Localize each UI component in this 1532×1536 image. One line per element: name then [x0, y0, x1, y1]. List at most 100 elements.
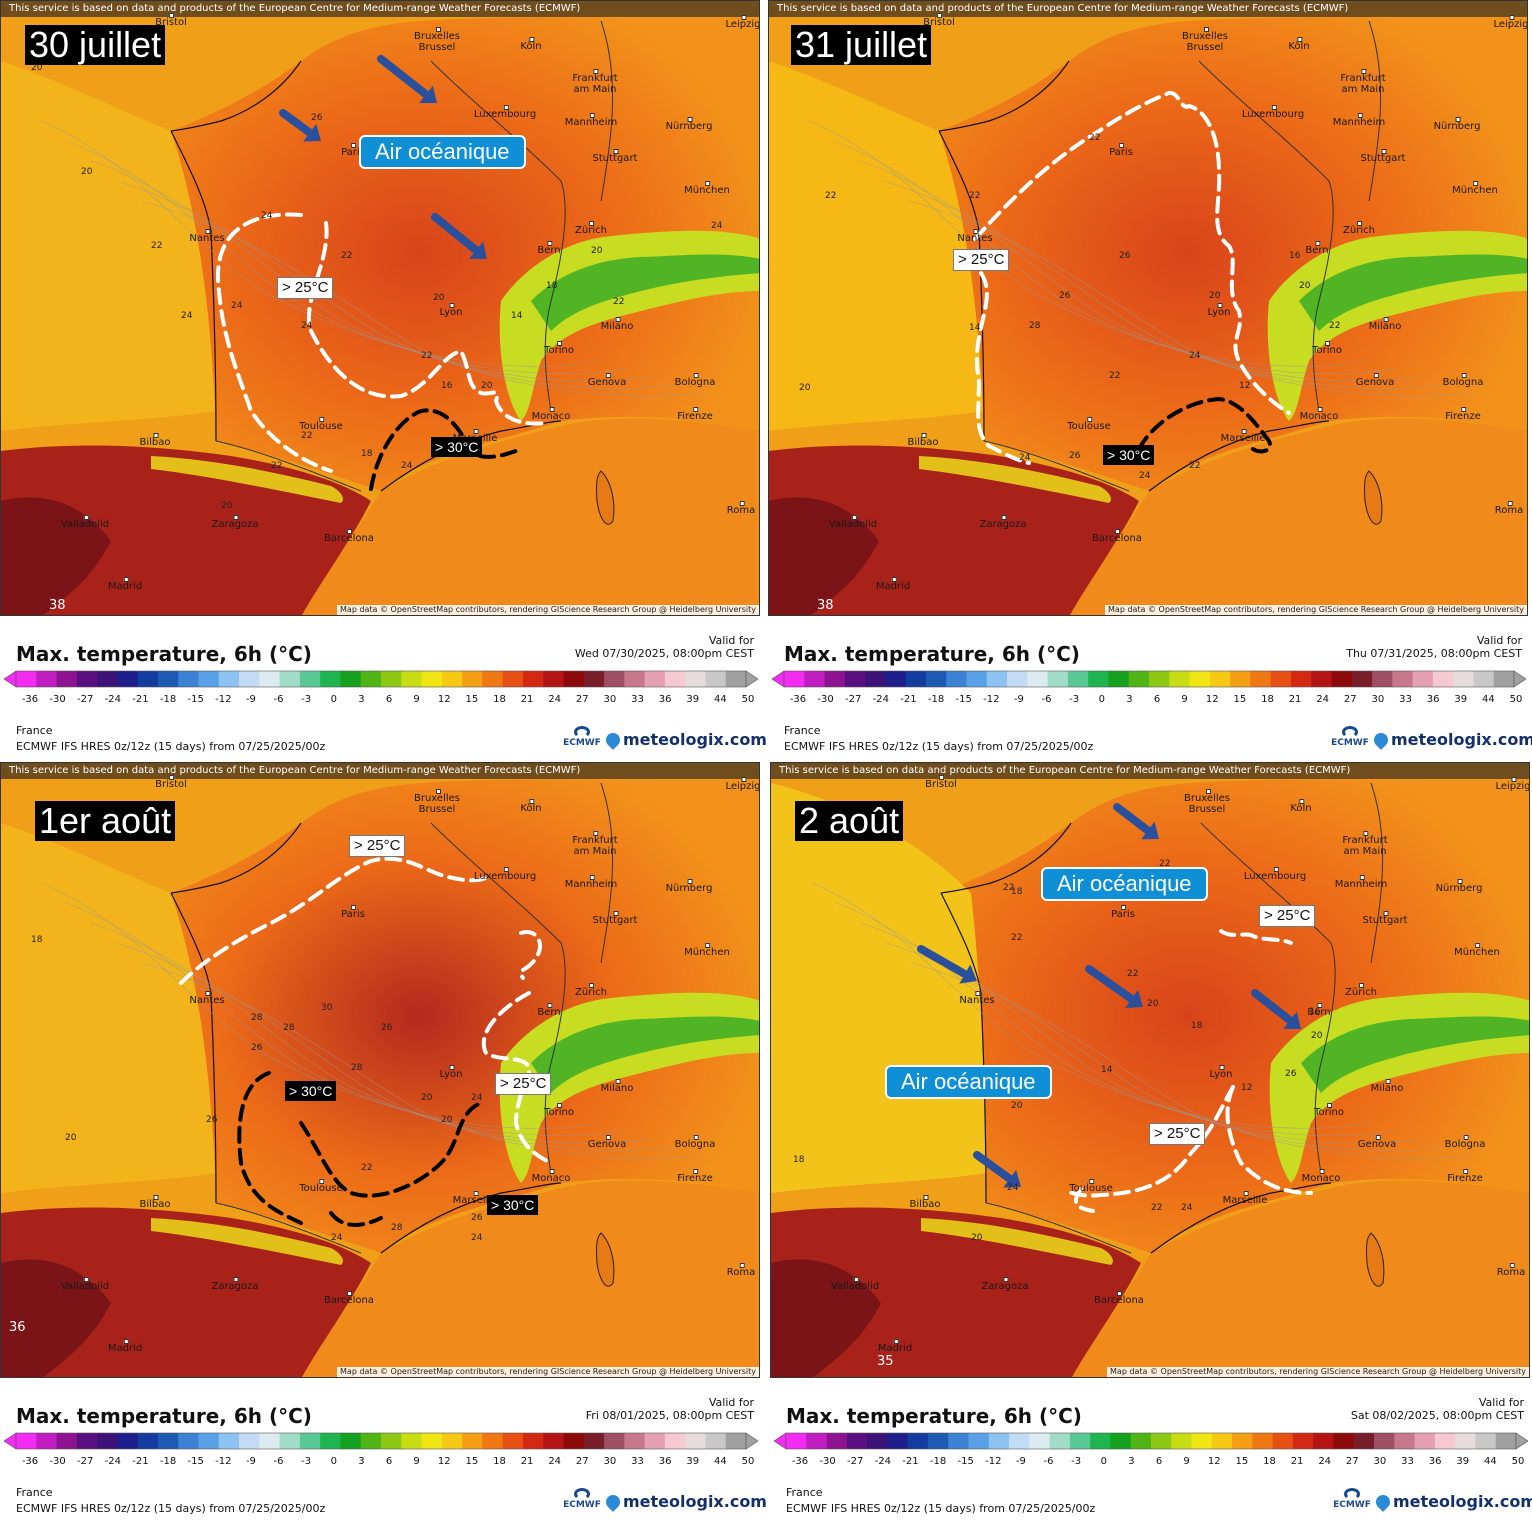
city-monaco: Monaco [531, 407, 571, 422]
map-panel-jul30: This service is based on data and produc… [0, 0, 767, 762]
temperature-value: 20 [1209, 291, 1221, 301]
ecmwf-logo: ECMWF [1330, 726, 1370, 756]
valid-date: Wed 07/30/2025, 08:00pm CEST [574, 647, 754, 660]
city-marseille: Marseille [1222, 1191, 1268, 1206]
model-info: ECMWF IFS HRES 0z/12z (15 days) from 07/… [16, 1502, 326, 1515]
temperature-value: 20 [433, 293, 445, 303]
meteologix-brand: meteologix.com [623, 1492, 767, 1511]
temperature-value: 22 [613, 297, 625, 307]
city-nantes: Nantes [959, 991, 995, 1006]
scale-tick: -18 [927, 694, 945, 705]
city-torino: Torino [1314, 1103, 1344, 1118]
meteologix-logo[interactable]: meteologix.com [1371, 730, 1532, 750]
city-zaragoza: Zaragoza [211, 515, 259, 530]
scale-tick: -30 [49, 1456, 66, 1467]
temperature-value: 22 [969, 191, 981, 201]
city-paris: Paris [341, 143, 365, 158]
temperature-value: 22 [151, 241, 163, 251]
scale-tick: 30 [1373, 1456, 1387, 1467]
scale-tick: 9 [413, 694, 420, 705]
temperature-value: 20 [1311, 1031, 1323, 1041]
temperature-map: This service is based on data and produc… [0, 762, 760, 1378]
map-panel-jul31: This service is based on data and produc… [768, 0, 1532, 762]
map-attribution: Map data © OpenStreetMap contributors, r… [337, 1367, 759, 1377]
scale-tick: 44 [714, 694, 727, 705]
color-scale-ticks: -36 -30 -27 -24 -21 -18 -15 -12 -9 -6 -3 0 3 6 9 12 15 18… [768, 694, 1530, 708]
meteologix-logo[interactable]: meteologix.com [603, 1492, 767, 1512]
temperature-value: 18 [793, 1155, 805, 1165]
date-label: 1er août [35, 801, 176, 841]
temperature-value: 26 [381, 1023, 393, 1033]
meteologix-brand: meteologix.com [623, 730, 767, 749]
temperature-value: 16 [1289, 251, 1301, 261]
meteologix-logo[interactable]: meteologix.com [603, 730, 767, 750]
scale-tick: 50 [1511, 1456, 1525, 1467]
temperature-value: 20 [31, 63, 43, 73]
city-frankfurt: Frankfurt am Main [1340, 69, 1386, 95]
temperature-value: 24 [231, 301, 243, 311]
city-torino: Torino [1312, 341, 1342, 356]
city-leipzig: Leipzig [725, 777, 760, 792]
city-munchen: München [1454, 943, 1500, 958]
city-roma: Roma [726, 1263, 756, 1278]
wind-arrow-icon [917, 945, 977, 984]
isotherm-25-dashed [215, 212, 548, 473]
valid-date: Thu 07/31/2025, 08:00pm CEST [1346, 647, 1522, 660]
city-toulouse: Toulouse [299, 417, 343, 432]
city-koln: Köln [1288, 37, 1310, 52]
city-munchen: München [684, 181, 730, 196]
temperature-map: This service is based on data and produc… [770, 762, 1530, 1378]
temperature-value: 20 [799, 383, 811, 393]
valid-for: Valid for Sat 08/02/2025, 08:00pm CEST [1351, 1396, 1524, 1422]
region-name: France [16, 724, 53, 737]
color-scale-bar [4, 670, 758, 688]
temperature-value: 24 [1139, 471, 1151, 481]
threshold-25-label: > 25°C [1149, 1123, 1206, 1145]
temperature-value: 26 [206, 1115, 218, 1125]
city-koln: Köln [1290, 799, 1312, 814]
map-panel-aug02: This service is based on data and produc… [770, 762, 1532, 1524]
scale-tick: -27 [77, 694, 94, 705]
scale-tick: 0 [1098, 694, 1105, 705]
city-barcelona: Barcelona [1092, 529, 1142, 544]
ecmwf-logo-text: ECMWF [563, 1500, 601, 1510]
valid-for-label: Valid for [708, 1396, 754, 1409]
temperature-field [1, 1, 759, 615]
scale-tick: 27 [1345, 1456, 1359, 1467]
city-koln: Köln [520, 799, 542, 814]
temperature-value: 20 [421, 1093, 433, 1103]
scale-tick: 6 [385, 1456, 393, 1467]
city-genova: Genova [1357, 1135, 1397, 1150]
temperature-value: 12 [1239, 381, 1251, 391]
ecmwf-ring-icon [574, 1488, 590, 1500]
city-bilbao: Bilbao [909, 1195, 941, 1210]
scale-tick: 33 [631, 1456, 644, 1467]
city-zurich: Zürich [575, 983, 607, 998]
meteologix-logo[interactable]: meteologix.com [1373, 1492, 1532, 1512]
city-luxembourg: Luxembourg [1243, 867, 1307, 882]
city-genova: Genova [587, 1135, 627, 1150]
scale-tick: 30 [603, 1456, 617, 1467]
city-genova: Genova [1355, 373, 1395, 388]
date-label: 31 juillet [791, 25, 932, 65]
map-legend-footer: Max. temperature, 6h (°C) Valid for Sat 08… [770, 1378, 1532, 1524]
temperature-value: 28 [251, 1013, 263, 1023]
scale-tick: 30 [603, 694, 617, 705]
city-genova: Genova [587, 373, 627, 388]
scale-tick: 36 [1428, 1456, 1442, 1467]
scale-tick: 18 [1261, 694, 1274, 705]
scale-tick: 3 [358, 1456, 365, 1467]
ecmwf-notice: This service is based on data and produc… [1, 1, 759, 17]
scale-tick: 36 [658, 694, 672, 705]
scale-tick: -24 [104, 1456, 122, 1467]
city-luxembourg: Luxembourg [1241, 105, 1305, 120]
temperature-value: 16 [1309, 1007, 1321, 1017]
scale-tick: -24 [104, 694, 122, 705]
map-legend-footer: Max. temperature, 6h (°C) Valid for Fri 08… [0, 1378, 767, 1524]
city-mannheim: Mannheim [564, 113, 618, 128]
scale-tick: -12 [215, 694, 232, 705]
city-nantes: Nantes [957, 229, 993, 244]
city-barcelona: Barcelona [324, 1291, 374, 1306]
ecmwf-logo: ECMWF [562, 1488, 602, 1518]
city-firenze: Firenze [1447, 1169, 1483, 1184]
